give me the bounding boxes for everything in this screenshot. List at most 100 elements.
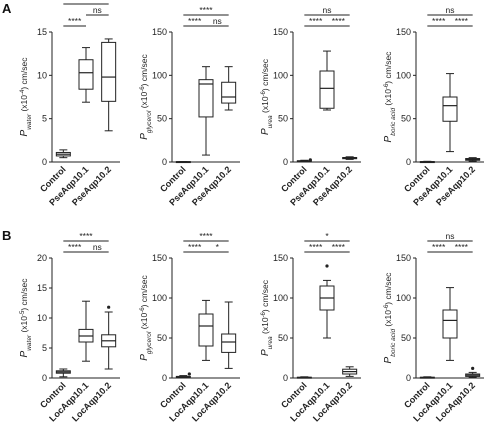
significance-label: ****	[188, 242, 202, 252]
box-iqr	[198, 313, 214, 347]
box-locaqp10.1	[442, 287, 458, 361]
y-axis-label-part: P	[139, 133, 150, 140]
y-axis-label-part: P	[19, 129, 30, 136]
y-tick-label: 0	[406, 157, 411, 167]
y-axis-label-part: water	[26, 334, 33, 351]
significance-label: ns	[93, 242, 102, 252]
box-locaqp10.2	[342, 366, 358, 377]
significance-label: ****	[79, 0, 93, 4]
significance-label: *	[325, 231, 329, 241]
y-axis-label-part: ) cm/sec	[260, 58, 270, 91]
box-locaqp10.1	[319, 264, 335, 339]
box-control	[296, 376, 312, 379]
y-tick-label: 100	[273, 293, 288, 303]
y-axis-label-part: P	[383, 356, 394, 363]
significance-label: ****	[188, 16, 202, 26]
significance-label: ****	[332, 242, 346, 252]
y-axis-label-part: glycerol	[146, 110, 153, 133]
y-tick-label: 5	[42, 343, 47, 353]
box-control	[175, 372, 191, 379]
outlier-point	[107, 305, 111, 309]
box-iqr	[221, 81, 237, 104]
outlier-point	[325, 264, 329, 268]
y-axis-label-part: (x10	[139, 91, 149, 110]
y-axis-label-part: water	[26, 113, 33, 130]
y-axis-label-part: boric acid	[390, 108, 397, 136]
y-tick-label: 0	[42, 373, 47, 383]
box-iqr	[198, 79, 214, 118]
y-axis-label: Pwater (x10-4) cm/sec	[19, 57, 33, 137]
box-pseaqp10.2	[101, 38, 117, 132]
y-axis-label-part: P	[383, 135, 394, 142]
y-tick-label: 150	[152, 27, 167, 37]
y-tick-label: 0	[162, 373, 167, 383]
y-tick-label: 10	[37, 313, 47, 323]
y-axis-label: Purea (x10-6) cm/sec	[260, 279, 274, 356]
y-axis-label-part: P	[139, 354, 150, 361]
y-axis-label-part: urea	[267, 336, 274, 349]
box-pseaqp10.2	[465, 157, 481, 162]
y-axis-label: Pglycerol (x10-6) cm/sec	[139, 275, 153, 361]
y-axis-label-part: glycerol	[146, 331, 153, 354]
y-tick-label: 100	[396, 70, 411, 80]
y-tick-label: 10	[37, 70, 47, 80]
significance-label: ****	[432, 16, 446, 26]
y-axis-label-part: ) cm/sec	[383, 51, 393, 84]
y-tick-label: 0	[162, 157, 167, 167]
box-control	[296, 158, 312, 163]
y-tick-label: 150	[273, 253, 288, 263]
y-tick-label: 15	[37, 283, 47, 293]
y-tick-label: 50	[157, 333, 167, 343]
box-iqr	[319, 70, 335, 109]
panel-label-b: B	[2, 228, 11, 243]
y-axis-label: Pglycerol (x10-6) cm/sec	[139, 54, 153, 140]
y-tick-label: 0	[42, 157, 47, 167]
box-locaqp10.2	[465, 366, 481, 378]
box-pseaqp10.2	[342, 156, 358, 160]
y-axis-label-part: ) cm/sec	[139, 275, 149, 308]
significance-label: ****	[309, 16, 323, 26]
y-axis-label: Pwater (x10-5) cm/sec	[19, 278, 33, 358]
y-axis-label-part: urea	[267, 115, 274, 128]
y-axis-label-part: -5	[20, 310, 26, 316]
y-axis-label: Pboric acid (x10-6) cm/sec	[383, 51, 397, 143]
y-axis-label-part: P	[19, 350, 30, 357]
y-tick-label: 150	[396, 253, 411, 263]
y-axis-label-part: -6	[261, 311, 267, 317]
y-tick-label: 100	[273, 70, 288, 80]
y-axis-label-part: ) cm/sec	[139, 54, 149, 87]
significance-label: ****	[79, 231, 93, 241]
y-axis-label-part: (x10	[260, 317, 270, 336]
box-locaqp10.2	[101, 305, 117, 370]
y-axis-label-part: P	[260, 349, 271, 356]
box-pseaqp10.1	[78, 47, 94, 103]
y-axis-label-part: (x10	[383, 89, 393, 108]
y-axis-label-part: -6	[140, 307, 146, 313]
y-tick-label: 0	[283, 373, 288, 383]
y-tick-label: 50	[401, 114, 411, 124]
significance-label: ****	[455, 16, 469, 26]
y-axis-label-part: P	[260, 128, 271, 135]
significance-label: ****	[332, 16, 346, 26]
outlier-point	[187, 372, 191, 376]
significance-label: ns	[323, 5, 332, 15]
y-tick-label: 20	[37, 253, 47, 263]
significance-label: ****	[432, 242, 446, 252]
panel-label-a: A	[2, 1, 12, 16]
box-control	[419, 160, 435, 164]
box-iqr	[442, 96, 458, 122]
box-locaqp10.1	[78, 300, 94, 362]
y-axis-label-part: (x10	[19, 316, 29, 335]
significance-label: ****	[309, 242, 323, 252]
y-axis-label-part: (x10	[139, 312, 149, 331]
significance-label: ****	[68, 16, 82, 26]
y-tick-label: 50	[401, 333, 411, 343]
y-tick-label: 150	[396, 27, 411, 37]
box-iqr	[101, 41, 117, 102]
box-iqr	[221, 333, 237, 353]
